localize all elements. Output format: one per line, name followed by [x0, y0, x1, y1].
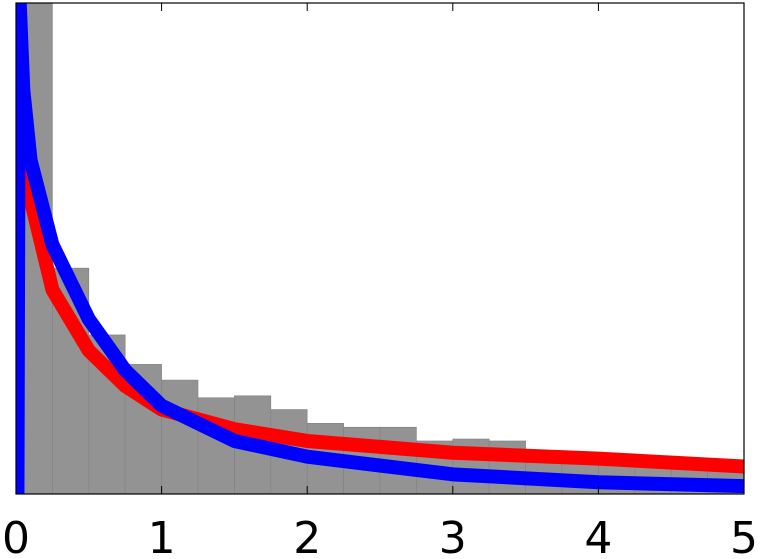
histogram-bar — [161, 379, 199, 494]
x-tick-label: 5 — [730, 513, 758, 559]
plot-area — [16, 3, 744, 494]
x-tick-label: 0 — [2, 513, 30, 559]
x-tick-label: 2 — [293, 513, 321, 559]
x-tick-label: 4 — [584, 513, 612, 559]
x-tick-label: 1 — [148, 513, 176, 559]
x-tick-label: 3 — [439, 513, 467, 559]
curve — [16, 3, 744, 494]
plot-frame — [15, 2, 745, 495]
